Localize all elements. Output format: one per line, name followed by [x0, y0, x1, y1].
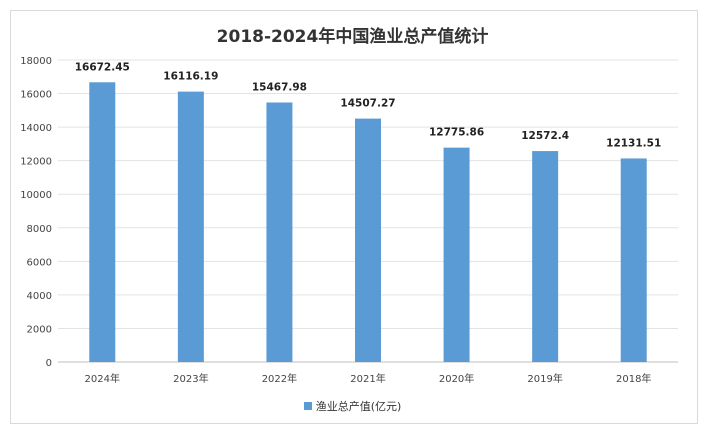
- bar: [266, 102, 293, 363]
- x-tick-label: 2021年: [350, 372, 385, 385]
- bar: [443, 147, 470, 362]
- y-tick-label: 8000: [27, 224, 52, 235]
- data-label: 12131.51: [606, 137, 661, 149]
- data-label: 12775.86: [429, 127, 484, 139]
- y-tick-label: 18000: [20, 56, 52, 67]
- y-tick-label: 2000: [27, 324, 52, 335]
- x-tick-label: 2019年: [527, 372, 562, 385]
- y-tick-label: 4000: [27, 291, 52, 302]
- data-label: 12572.4: [521, 130, 569, 142]
- legend: 渔业总产值(亿元): [0, 398, 705, 414]
- chart-frame: [10, 10, 698, 424]
- bar: [177, 91, 204, 363]
- x-tick-label: 2020年: [439, 372, 474, 385]
- chart-title: 2018-2024年中国渔业总产值统计: [216, 27, 489, 47]
- y-tick-label: 0: [46, 358, 52, 369]
- y-tick-label: 6000: [27, 257, 52, 268]
- data-label: 16116.19: [163, 71, 218, 83]
- x-tick-label: 2024年: [85, 372, 120, 385]
- y-tick-label: 14000: [20, 123, 52, 134]
- x-tick-label: 2018年: [616, 372, 651, 385]
- data-label: 15467.98: [252, 81, 307, 93]
- legend-label: 渔业总产值(亿元): [315, 400, 402, 413]
- bar: [620, 158, 647, 362]
- x-tick-label: 2023年: [173, 372, 208, 385]
- bar: [355, 118, 381, 362]
- data-label: 14507.27: [340, 98, 395, 110]
- y-tick-label: 12000: [20, 157, 52, 168]
- bar: [89, 82, 116, 362]
- x-tick-label: 2022年: [262, 372, 297, 385]
- legend-swatch: [303, 402, 312, 410]
- y-tick-label: 10000: [20, 190, 52, 201]
- bar: [532, 151, 559, 362]
- y-tick-label: 16000: [20, 90, 52, 101]
- data-label: 16672.45: [75, 61, 130, 73]
